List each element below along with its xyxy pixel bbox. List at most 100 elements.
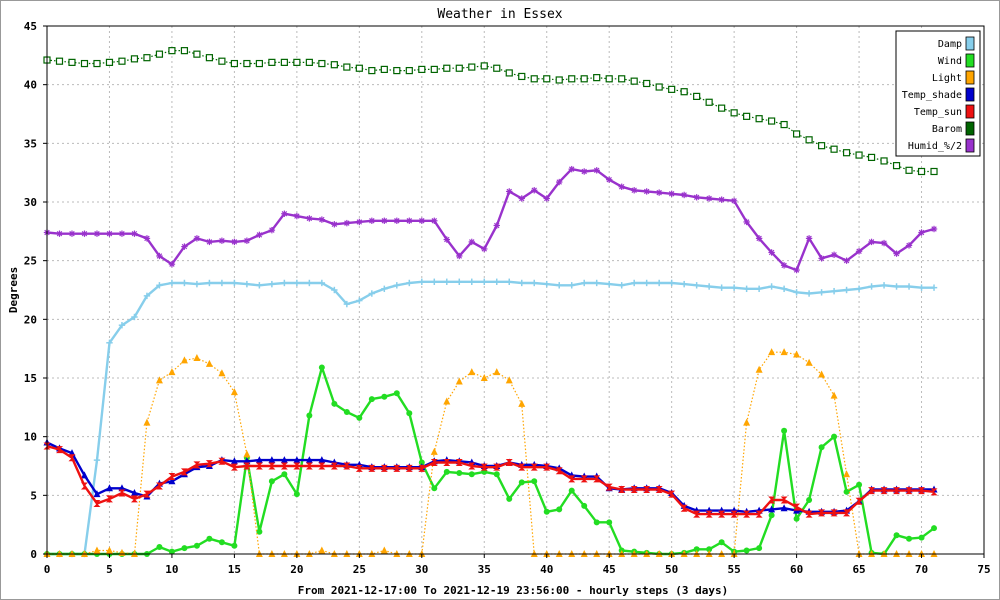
point-humid-2 (606, 176, 613, 183)
point-wind (543, 508, 550, 515)
point-humid-2 (281, 210, 288, 217)
point-wind (556, 506, 563, 513)
point-temp-sun (780, 496, 788, 504)
point-humid-2 (830, 251, 838, 258)
point-wind (593, 519, 600, 526)
point-humid-2 (843, 257, 850, 264)
point-barom (905, 166, 913, 174)
point-light (155, 376, 163, 384)
point-damp (356, 297, 363, 304)
point-temp-sun (480, 463, 488, 471)
point-temp-sun (693, 510, 701, 518)
point-humid-2 (268, 226, 276, 234)
point-damp (231, 279, 238, 287)
point-humid-2 (643, 188, 650, 195)
point-barom (842, 149, 851, 157)
point-humid-2 (868, 238, 875, 246)
point-damp (668, 279, 675, 287)
point-light (780, 348, 788, 356)
point-barom (455, 64, 463, 72)
point-barom (555, 76, 563, 84)
point-damp (768, 283, 775, 290)
point-barom (68, 58, 76, 66)
point-humid-2 (730, 197, 738, 205)
point-humid-2 (168, 260, 176, 268)
point-humid-2 (243, 237, 251, 244)
point-damp (118, 322, 126, 329)
point-damp (843, 286, 850, 294)
point-light (743, 418, 751, 426)
y-tick-label: 45 (24, 20, 37, 33)
legend-swatch (965, 121, 975, 136)
point-damp (618, 282, 625, 289)
point-wind (506, 495, 513, 502)
point-barom (93, 59, 101, 68)
point-wind (493, 471, 500, 478)
point-damp (306, 279, 313, 287)
point-humid-2 (356, 218, 363, 226)
point-barom (643, 79, 651, 88)
point-barom (380, 65, 388, 74)
point-barom (143, 54, 151, 62)
point-humid-2 (156, 252, 163, 260)
point-humid-2 (218, 237, 226, 244)
point-damp (293, 279, 301, 287)
point-temp-sun (143, 490, 151, 498)
legend-swatch (965, 138, 975, 153)
point-temp-sun (430, 458, 438, 466)
point-barom (355, 64, 363, 72)
point-humid-2 (668, 190, 675, 197)
point-light (793, 350, 801, 358)
legend-item-temp-sun: Temp_sun (914, 104, 975, 119)
point-light (468, 368, 476, 376)
point-damp (568, 282, 575, 289)
point-temp-sun (193, 461, 201, 469)
point-wind (606, 519, 613, 526)
point-damp (655, 279, 663, 287)
point-damp (256, 282, 263, 289)
point-temp-sun (818, 509, 826, 517)
legend-swatch (965, 104, 975, 119)
point-damp (593, 279, 600, 287)
point-damp (693, 282, 700, 289)
point-damp (431, 278, 438, 285)
point-temp-sun (793, 503, 801, 511)
point-barom (880, 157, 888, 165)
point-humid-2 (531, 187, 538, 194)
point-humid-2 (206, 238, 213, 246)
point-wind (231, 542, 238, 549)
point-humid-2 (93, 230, 101, 237)
point-wind (693, 546, 700, 553)
point-wind (456, 470, 463, 477)
point-damp (143, 292, 151, 300)
point-wind (181, 545, 188, 552)
point-temp-sun (168, 473, 176, 481)
point-barom (505, 69, 513, 77)
point-temp-sun (493, 463, 501, 471)
point-temp-sun (105, 495, 113, 503)
point-wind (793, 515, 800, 522)
point-temp-sun (568, 475, 576, 483)
point-damp (893, 283, 900, 290)
point-humid-2 (381, 217, 388, 224)
point-temp-sun (205, 460, 213, 468)
point-barom (493, 64, 501, 72)
point-damp (780, 285, 788, 293)
point-barom (630, 77, 638, 85)
point-light (518, 399, 526, 407)
point-damp (918, 284, 925, 291)
point-humid-2 (518, 195, 525, 202)
point-wind (768, 512, 775, 519)
point-wind (831, 433, 838, 440)
point-humid-2 (418, 217, 425, 224)
point-wind (781, 427, 788, 434)
point-damp (443, 278, 450, 285)
point-temp-sun (305, 462, 313, 470)
point-temp-sun (843, 509, 851, 517)
point-humid-2 (630, 187, 638, 194)
point-light (105, 546, 113, 554)
y-tick-label: 35 (24, 137, 37, 150)
point-temp-sun (68, 454, 76, 462)
point-damp (630, 279, 638, 287)
